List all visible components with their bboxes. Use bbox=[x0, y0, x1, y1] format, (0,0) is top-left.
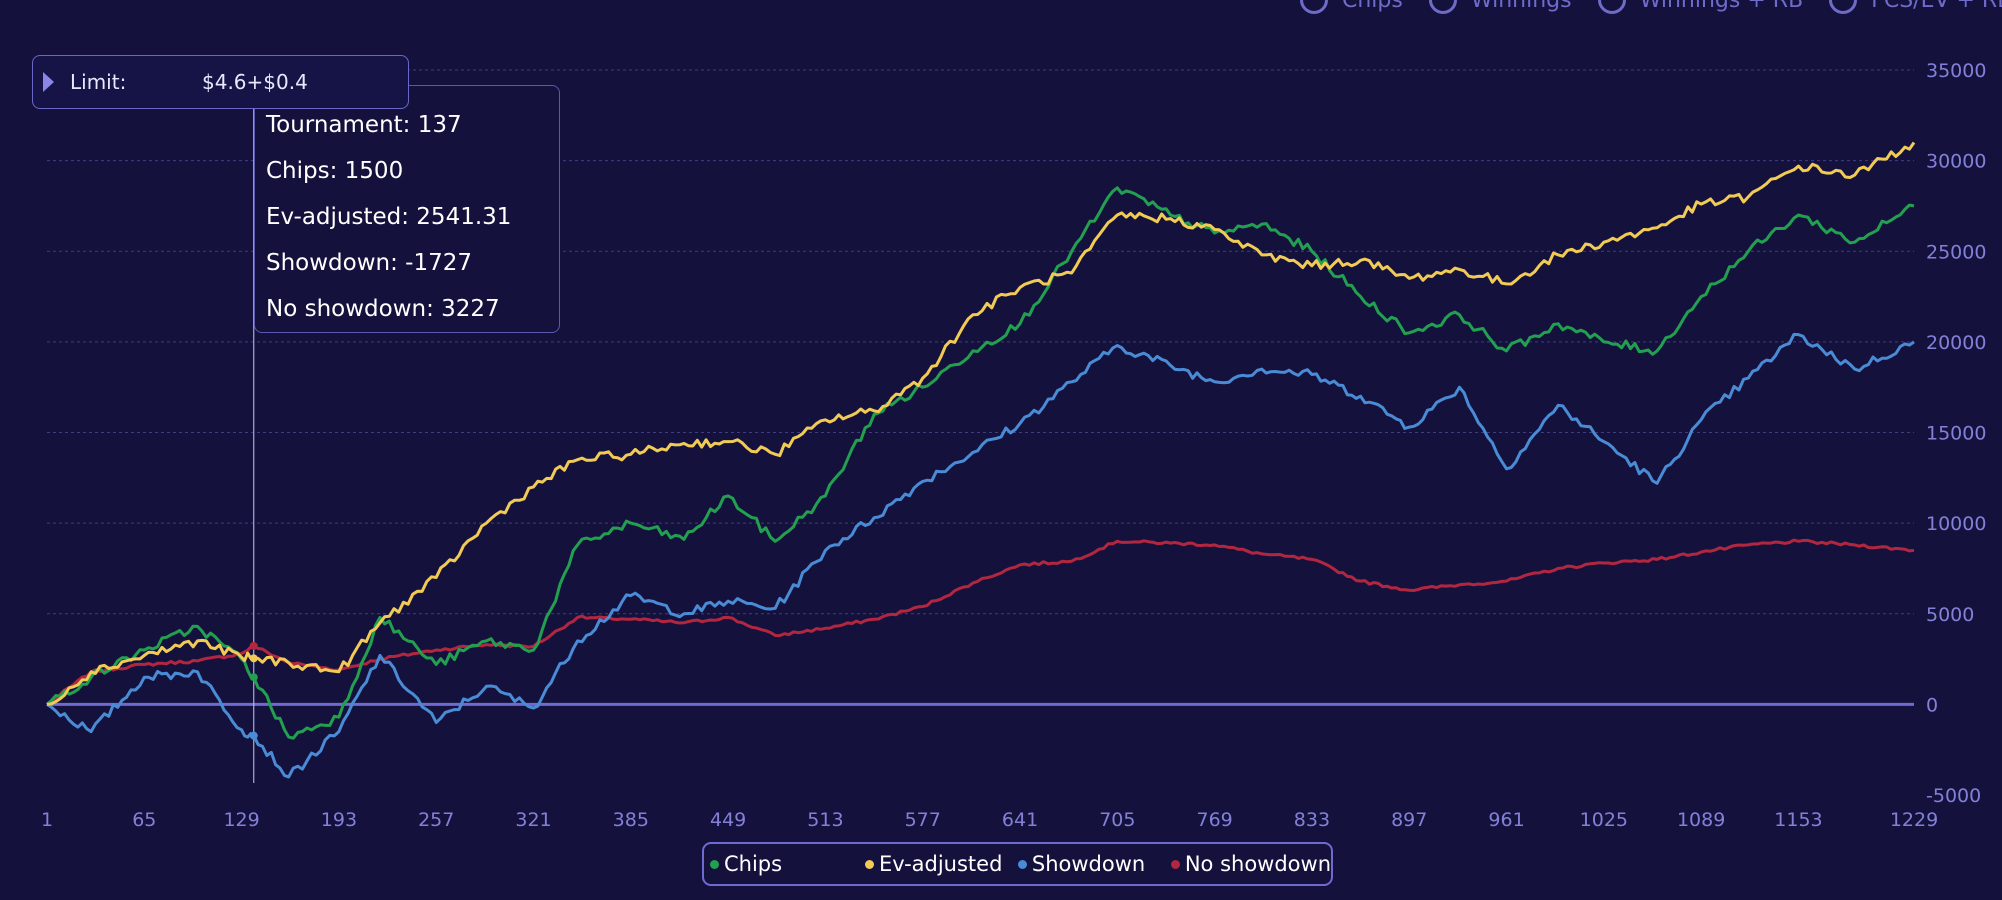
legend-dot bbox=[710, 859, 719, 869]
x-tick-label: 897 bbox=[1391, 809, 1427, 831]
x-tick-label: 129 bbox=[223, 809, 259, 831]
series-line-chips bbox=[46, 186, 1915, 740]
x-tick-label: 1153 bbox=[1774, 809, 1822, 831]
legend-label: Chips bbox=[724, 852, 783, 876]
legend-item-showdown[interactable]: Showdown bbox=[1017, 852, 1171, 876]
metric-toggle-group: Chips Winnings Winnings + RB FCS/EV + RB bbox=[1300, 0, 2002, 16]
y-tick-label: 25000 bbox=[1926, 241, 1986, 263]
legend-label: No showdown bbox=[1184, 852, 1332, 876]
chart-tooltip: Tournament: 137 Chips: 1500 Ev-adjusted:… bbox=[254, 85, 560, 333]
x-tick-label: 577 bbox=[905, 809, 941, 831]
tooltip-tournament: Tournament: 137 bbox=[266, 112, 462, 138]
x-tick-label: 1025 bbox=[1580, 809, 1628, 831]
series-line-showdown bbox=[46, 332, 1915, 779]
x-tick-label: 1229 bbox=[1890, 809, 1938, 831]
tooltip-ev-adjusted: Ev-adjusted: 2541.31 bbox=[266, 204, 512, 230]
x-tick-label: 1089 bbox=[1677, 809, 1725, 831]
legend-item-ev-adjusted[interactable]: Ev-adjusted bbox=[864, 852, 1018, 876]
legend-dot bbox=[864, 859, 874, 869]
toggle-label: Winnings + RB bbox=[1639, 0, 1804, 13]
x-tick-label: 961 bbox=[1488, 809, 1524, 831]
toggle-fcs-ev-rb[interactable]: FCS/EV + RB bbox=[1829, 0, 2002, 14]
x-tick-label: 449 bbox=[710, 809, 746, 831]
caret-right-icon[interactable] bbox=[43, 72, 54, 92]
radio-icon bbox=[1597, 0, 1626, 14]
hover-point bbox=[249, 654, 258, 663]
series-line-no-showdown bbox=[46, 538, 1915, 706]
y-tick-label: 20000 bbox=[1926, 332, 1986, 354]
x-tick-label: 65 bbox=[132, 809, 156, 831]
series-line-ev-adjusted bbox=[46, 141, 1916, 706]
tooltip-no-showdown: No showdown: 3227 bbox=[266, 296, 500, 322]
x-tick-label: 193 bbox=[321, 809, 357, 831]
y-tick-label: 10000 bbox=[1926, 513, 1986, 535]
tooltip-showdown: Showdown: -1727 bbox=[266, 250, 473, 276]
limit-value: $4.6+$0.4 bbox=[202, 70, 308, 94]
legend-item-no-showdown[interactable]: No showdown bbox=[1170, 852, 1332, 876]
y-tick-label: 5000 bbox=[1926, 604, 1974, 626]
hover-point bbox=[249, 641, 258, 650]
x-tick-label: 705 bbox=[1099, 809, 1135, 831]
hover-point bbox=[249, 673, 258, 682]
toggle-label: Winnings bbox=[1470, 0, 1572, 13]
hover-point bbox=[249, 731, 258, 740]
x-tick-label: 321 bbox=[515, 809, 551, 831]
x-tick-label: 1 bbox=[41, 809, 53, 831]
y-tick-label: 35000 bbox=[1926, 60, 1986, 82]
limit-filter[interactable]: Limit: $4.6+$0.4 bbox=[32, 55, 409, 109]
legend-label: Ev-adjusted bbox=[878, 852, 1003, 876]
toggle-winnings[interactable]: Winnings bbox=[1428, 0, 1572, 14]
limit-label: Limit: bbox=[70, 70, 127, 94]
x-tick-label: 641 bbox=[1002, 809, 1038, 831]
toggle-label: Chips bbox=[1342, 0, 1403, 13]
toggle-label: FCS/EV + RB bbox=[1871, 0, 2002, 13]
y-tick-label: 30000 bbox=[1926, 151, 1986, 173]
tooltip-chips: Chips: 1500 bbox=[266, 158, 404, 184]
legend-item-chips[interactable]: Chips bbox=[710, 852, 865, 876]
y-tick-label: -5000 bbox=[1926, 785, 1981, 807]
legend-label: Showdown bbox=[1031, 852, 1146, 876]
y-tick-label: 0 bbox=[1926, 694, 1938, 716]
toggle-chips[interactable]: Chips bbox=[1300, 0, 1403, 14]
x-tick-label: 833 bbox=[1294, 809, 1330, 831]
x-tick-label: 769 bbox=[1197, 809, 1233, 831]
toggle-winnings-rb[interactable]: Winnings + RB bbox=[1597, 0, 1804, 14]
x-tick-label: 257 bbox=[418, 809, 454, 831]
legend-dot bbox=[1170, 859, 1180, 869]
legend-dot bbox=[1017, 859, 1027, 869]
y-tick-label: 15000 bbox=[1926, 423, 1986, 445]
x-tick-label: 513 bbox=[807, 809, 843, 831]
x-tick-label: 385 bbox=[613, 809, 649, 831]
chart-legend: Chips Ev-adjusted Showdown No showdown bbox=[702, 842, 1333, 886]
